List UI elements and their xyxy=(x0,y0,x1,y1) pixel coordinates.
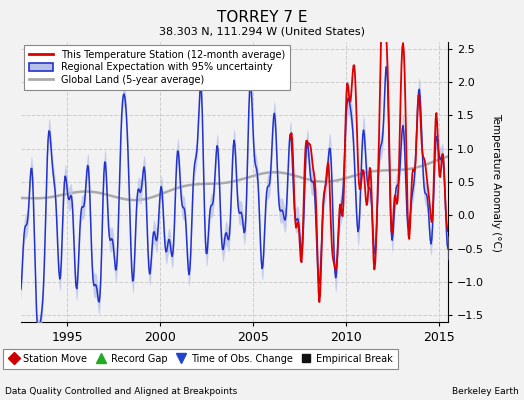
Text: Berkeley Earth: Berkeley Earth xyxy=(452,387,519,396)
Y-axis label: Temperature Anomaly (°C): Temperature Anomaly (°C) xyxy=(490,112,501,252)
Text: TORREY 7 E: TORREY 7 E xyxy=(217,10,307,25)
Text: 38.303 N, 111.294 W (United States): 38.303 N, 111.294 W (United States) xyxy=(159,26,365,36)
Legend: Station Move, Record Gap, Time of Obs. Change, Empirical Break: Station Move, Record Gap, Time of Obs. C… xyxy=(3,349,398,369)
Text: Data Quality Controlled and Aligned at Breakpoints: Data Quality Controlled and Aligned at B… xyxy=(5,387,237,396)
